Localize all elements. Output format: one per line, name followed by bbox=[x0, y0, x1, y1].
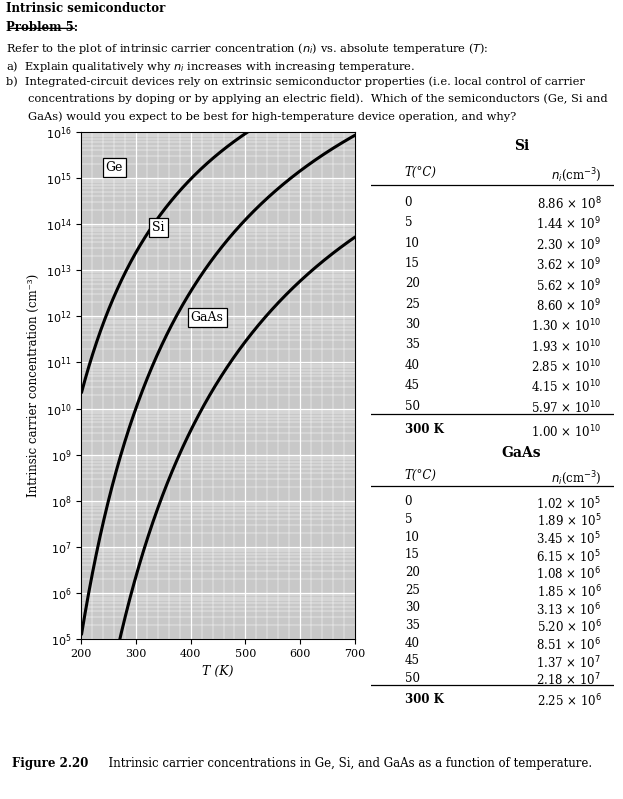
Text: 300 K: 300 K bbox=[405, 423, 444, 436]
Text: 45: 45 bbox=[405, 379, 420, 392]
Text: Refer to the plot of intrinsic carrier concentration ($n_i$) vs. absolute temper: Refer to the plot of intrinsic carrier c… bbox=[6, 41, 489, 56]
Text: 1.85 × 10$^{6}$: 1.85 × 10$^{6}$ bbox=[536, 583, 601, 600]
Text: 1.00 × 10$^{10}$: 1.00 × 10$^{10}$ bbox=[531, 423, 601, 440]
Text: 15: 15 bbox=[405, 256, 419, 270]
Text: 5.97 × 10$^{10}$: 5.97 × 10$^{10}$ bbox=[531, 400, 601, 416]
Text: 2.25 × 10$^{6}$: 2.25 × 10$^{6}$ bbox=[536, 693, 601, 710]
Text: 3.62 × 10$^{9}$: 3.62 × 10$^{9}$ bbox=[536, 256, 601, 273]
Text: 6.15 × 10$^{5}$: 6.15 × 10$^{5}$ bbox=[536, 548, 601, 565]
Text: 50: 50 bbox=[405, 400, 420, 412]
Text: 1.89 × 10$^{5}$: 1.89 × 10$^{5}$ bbox=[537, 513, 601, 530]
Text: 10: 10 bbox=[405, 531, 419, 543]
Text: $n_i$(cm$^{-3}$): $n_i$(cm$^{-3}$) bbox=[551, 470, 601, 487]
Text: 25: 25 bbox=[405, 583, 419, 597]
Text: 50: 50 bbox=[405, 672, 420, 685]
Text: Figure 2.20: Figure 2.20 bbox=[12, 757, 88, 770]
Text: 30: 30 bbox=[405, 602, 420, 614]
Text: 1.30 × 10$^{10}$: 1.30 × 10$^{10}$ bbox=[531, 318, 601, 335]
X-axis label: T (K): T (K) bbox=[202, 665, 234, 678]
Text: 300 K: 300 K bbox=[405, 693, 444, 706]
Text: 5.20 × 10$^{6}$: 5.20 × 10$^{6}$ bbox=[536, 619, 601, 635]
Text: 5: 5 bbox=[405, 216, 412, 229]
Text: 5.62 × 10$^{9}$: 5.62 × 10$^{9}$ bbox=[536, 277, 601, 294]
Text: b)  Integrated-circuit devices rely on extrinsic semiconductor properties (i.e. : b) Integrated-circuit devices rely on ex… bbox=[6, 77, 585, 87]
Text: 40: 40 bbox=[405, 637, 420, 650]
Text: 2.85 × 10$^{10}$: 2.85 × 10$^{10}$ bbox=[531, 359, 601, 376]
Text: 10: 10 bbox=[405, 237, 419, 249]
Text: Intrinsic carrier concentrations in Ge, Si, and GaAs as a function of temperatur: Intrinsic carrier concentrations in Ge, … bbox=[101, 757, 592, 770]
Text: 8.86 × 10$^{8}$: 8.86 × 10$^{8}$ bbox=[536, 196, 601, 213]
Text: 1.93 × 10$^{10}$: 1.93 × 10$^{10}$ bbox=[531, 339, 601, 355]
Text: 1.44 × 10$^{9}$: 1.44 × 10$^{9}$ bbox=[536, 216, 601, 233]
Text: concentrations by doping or by applying an electric field).  Which of the semico: concentrations by doping or by applying … bbox=[28, 93, 607, 105]
Text: 4.15 × 10$^{10}$: 4.15 × 10$^{10}$ bbox=[531, 379, 601, 396]
Text: 25: 25 bbox=[405, 297, 419, 311]
Text: Intrinsic semiconductor: Intrinsic semiconductor bbox=[6, 2, 166, 15]
Text: GaAs: GaAs bbox=[191, 311, 224, 324]
Text: 30: 30 bbox=[405, 318, 420, 331]
Text: 0: 0 bbox=[405, 196, 412, 209]
Text: 40: 40 bbox=[405, 359, 420, 372]
Text: GaAs: GaAs bbox=[502, 446, 541, 460]
Text: T(°C): T(°C) bbox=[405, 165, 437, 179]
Y-axis label: Intrinsic carrier concentration (cm⁻³): Intrinsic carrier concentration (cm⁻³) bbox=[27, 274, 40, 497]
Text: T(°C): T(°C) bbox=[405, 470, 437, 483]
Text: 1.02 × 10$^{5}$: 1.02 × 10$^{5}$ bbox=[536, 495, 601, 512]
Text: 2.30 × 10$^{9}$: 2.30 × 10$^{9}$ bbox=[536, 237, 601, 253]
Text: $n_i$(cm$^{-3}$): $n_i$(cm$^{-3}$) bbox=[551, 165, 601, 184]
Text: 0: 0 bbox=[405, 495, 412, 508]
Text: 3.13 × 10$^{6}$: 3.13 × 10$^{6}$ bbox=[536, 602, 601, 618]
Text: 3.45 × 10$^{5}$: 3.45 × 10$^{5}$ bbox=[536, 531, 601, 547]
Text: Problem 5:: Problem 5: bbox=[6, 21, 78, 34]
Text: 2.18 × 10$^{7}$: 2.18 × 10$^{7}$ bbox=[536, 672, 601, 689]
Text: GaAs) would you expect to be best for high-temperature device operation, and why: GaAs) would you expect to be best for hi… bbox=[28, 111, 516, 121]
Text: 1.08 × 10$^{6}$: 1.08 × 10$^{6}$ bbox=[536, 566, 601, 582]
Text: 8.51 × 10$^{6}$: 8.51 × 10$^{6}$ bbox=[536, 637, 601, 654]
Text: 20: 20 bbox=[405, 566, 419, 579]
Text: a)  Explain qualitatively why $n_i$ increases with increasing temperature.: a) Explain qualitatively why $n_i$ incre… bbox=[6, 59, 416, 74]
Text: 1.37 × 10$^{7}$: 1.37 × 10$^{7}$ bbox=[536, 654, 601, 671]
Text: Ge: Ge bbox=[106, 161, 123, 174]
Text: 35: 35 bbox=[405, 619, 420, 632]
Text: 8.60 × 10$^{9}$: 8.60 × 10$^{9}$ bbox=[536, 297, 601, 314]
Text: Si: Si bbox=[514, 139, 529, 153]
Text: 45: 45 bbox=[405, 654, 420, 667]
Text: 5: 5 bbox=[405, 513, 412, 526]
Text: 20: 20 bbox=[405, 277, 419, 290]
Text: Si: Si bbox=[152, 221, 164, 234]
Text: 15: 15 bbox=[405, 548, 419, 562]
Text: 35: 35 bbox=[405, 339, 420, 352]
